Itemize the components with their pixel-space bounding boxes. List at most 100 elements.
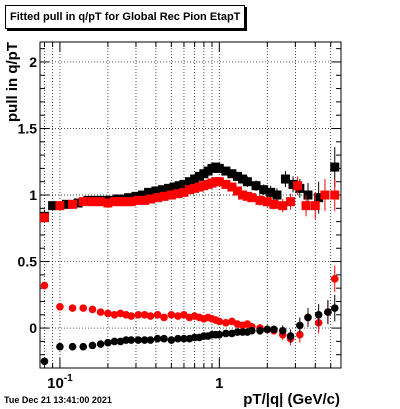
- data-point: [96, 340, 105, 348]
- data-point: [159, 191, 169, 201]
- data-point: [104, 338, 112, 347]
- data-point: [88, 341, 97, 350]
- data-point: [56, 302, 64, 311]
- data-point: [286, 332, 295, 340]
- data-point: [184, 185, 194, 195]
- data-point: [151, 186, 161, 196]
- axis-ticks: [40, 42, 341, 368]
- data-point: [157, 185, 167, 195]
- x-tick-labels: 10-1 1: [47, 373, 223, 392]
- data-point: [39, 213, 49, 223]
- chart-title: Fitted pull in q/pT for Global Rec Pion …: [5, 5, 246, 29]
- data-point: [109, 197, 119, 207]
- data-point: [270, 325, 278, 334]
- data-point: [320, 190, 330, 200]
- data-point: [293, 181, 303, 191]
- data-point: [314, 193, 324, 203]
- x-tick-label: 1: [215, 375, 223, 392]
- data-point: [160, 334, 168, 343]
- data-point: [232, 186, 242, 196]
- y-axis-label: pull in q/pT: [4, 42, 21, 122]
- data-point: [126, 197, 136, 207]
- data-point: [55, 201, 65, 211]
- data-point: [256, 326, 264, 335]
- plot-frame: [39, 41, 342, 369]
- data-point: [215, 330, 224, 339]
- data-point: [242, 177, 252, 187]
- data-point: [301, 201, 311, 211]
- data-point: [296, 330, 304, 339]
- data-point: [227, 169, 237, 179]
- data-point: [173, 189, 183, 199]
- data-point: [48, 201, 58, 211]
- x-axis-label: pT/|q| (GeV/c): [243, 391, 340, 408]
- series-3: [40, 294, 339, 366]
- data-point: [310, 201, 320, 211]
- data-point: [174, 334, 182, 343]
- data-point: [134, 336, 143, 344]
- data-point: [214, 163, 224, 173]
- data-point: [314, 310, 323, 319]
- data-point: [280, 174, 290, 184]
- data-point: [184, 177, 194, 187]
- data-point: [330, 162, 340, 172]
- data-point: [324, 308, 332, 316]
- data-point: [227, 182, 237, 192]
- data-point: [262, 197, 272, 207]
- data-point: [190, 183, 200, 193]
- data-point: [222, 318, 230, 327]
- data-point: [96, 197, 106, 207]
- data-point: [79, 304, 88, 312]
- y-tick-label: 2: [29, 54, 37, 70]
- data-point: [104, 309, 112, 318]
- y-tick-label: 1: [29, 187, 37, 203]
- data-point: [153, 310, 162, 319]
- data-point: [179, 179, 189, 189]
- data-point: [87, 197, 97, 207]
- data-point: [221, 179, 231, 189]
- data-point: [303, 190, 313, 200]
- data-point: [330, 275, 339, 283]
- data-point: [179, 187, 189, 197]
- y-tick-label: 1.5: [18, 120, 38, 136]
- data-point: [330, 190, 340, 200]
- data-point: [121, 197, 131, 207]
- data-point: [266, 187, 276, 197]
- data-point: [263, 325, 272, 334]
- data-point: [255, 195, 265, 205]
- data-point: [296, 321, 304, 330]
- data-point: [138, 190, 148, 200]
- data-point: [251, 181, 261, 191]
- data-point: [40, 281, 49, 290]
- data-point: [232, 171, 242, 181]
- y-tick-label: 0: [29, 320, 37, 336]
- y-tick-labels: 0 0.5 1 1.5 2: [18, 54, 38, 336]
- data-point: [160, 313, 168, 322]
- data-point: [140, 310, 149, 319]
- data-point: [269, 199, 279, 209]
- data-point: [103, 198, 113, 208]
- data-point: [272, 190, 282, 200]
- data-point: [247, 193, 257, 203]
- series-1: [39, 176, 340, 223]
- data-point: [62, 199, 72, 209]
- series-2: [40, 265, 339, 346]
- data-point: [134, 310, 143, 319]
- data-point: [146, 312, 155, 320]
- data-point: [248, 326, 256, 335]
- data-point: [174, 181, 184, 191]
- data-point: [88, 305, 97, 314]
- data-point: [140, 195, 150, 205]
- data-point: [153, 334, 162, 343]
- data-point: [144, 187, 154, 197]
- data-point: [73, 198, 83, 208]
- data-series: [39, 147, 340, 366]
- data-point: [68, 199, 78, 209]
- x-tick-label: 10-1: [47, 373, 73, 392]
- data-point: [68, 342, 77, 351]
- data-point: [304, 313, 312, 322]
- data-point: [96, 308, 105, 316]
- data-point: [166, 190, 176, 200]
- series-0: [39, 147, 340, 223]
- data-point: [145, 194, 155, 204]
